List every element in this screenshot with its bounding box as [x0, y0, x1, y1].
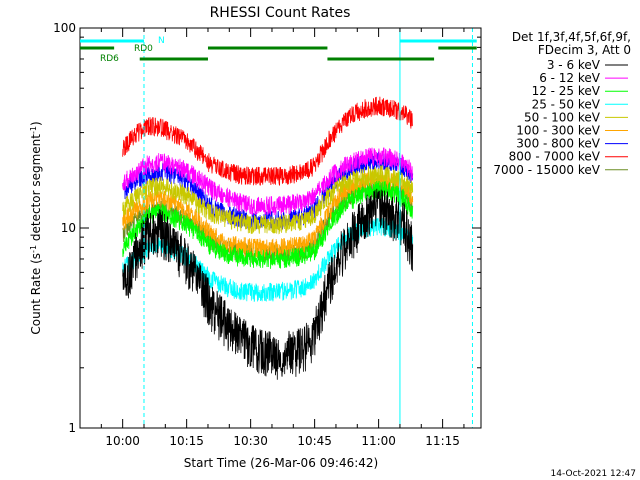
y-axis-label-part: ) — [29, 121, 43, 126]
series-line-50-100-kev — [122, 165, 414, 235]
legend-label-100-300-kev: 100 - 300 keV — [516, 124, 600, 138]
x-tick-label: 11:15 — [425, 434, 460, 448]
footer-timestamp: 14-Oct-2021 12:47 — [551, 469, 636, 479]
y-tick-label: 10 — [61, 221, 76, 235]
legend: Det 1f,3f,4f,5f,6f,9f,FDecim 3, Att 03 -… — [493, 30, 631, 177]
legend-label-800-7000-kev: 800 - 7000 keV — [509, 150, 601, 164]
flag-label-rd6: RD6 — [100, 54, 119, 64]
x-tick-label: 11:00 — [361, 434, 396, 448]
series-line-3-6-kev — [122, 188, 414, 380]
flag-bars: N RD0 RD6 — [80, 36, 477, 64]
x-axis-label: Start Time (26-Mar-06 09:46:42) — [184, 456, 378, 470]
y-axis-label-part: -1 — [29, 126, 38, 134]
y-tick-label: 100 — [53, 21, 76, 35]
y-axis-label-part: detector segment — [29, 134, 43, 245]
x-tick-label: 10:00 — [105, 434, 140, 448]
y-axis-label-part: Count Rate (s — [29, 253, 43, 335]
legend-label-50-100-kev: 50 - 100 keV — [524, 110, 601, 124]
x-tick-label: 10:45 — [297, 434, 332, 448]
axes-layer: 10:00 10:15 10:30 10:45 11:00 11:15 1 10 100 — [53, 21, 481, 448]
legend-label-3-6-kev: 3 - 6 keV — [547, 58, 601, 72]
legend-label-25-50-kev: 25 - 50 keV — [532, 97, 601, 111]
flag-label-rd0: RD0 — [134, 44, 153, 54]
legend-label-300-800-kev: 300 - 800 keV — [516, 137, 600, 151]
chart-title: RHESSI Count Rates — [210, 5, 351, 21]
legend-label-7000-15000-kev: 7000 - 15000 keV — [493, 163, 600, 177]
x-tick-label: 10:15 — [169, 434, 204, 448]
flag-label-n: N — [158, 36, 165, 46]
y-axis-label-part: -1 — [29, 245, 38, 253]
x-tick-label: 10:30 — [233, 434, 268, 448]
series-line-12-25-kev — [122, 180, 414, 269]
y-axis-label: Count Rate (s-1 detector segment-1) — [29, 121, 44, 334]
legend-header-line: Det 1f,3f,4f,5f,6f,9f, — [512, 30, 631, 44]
y-tick-label: 1 — [68, 421, 76, 435]
legend-header-line: FDecim 3, Att 0 — [538, 43, 631, 57]
series-line-800-7000-kev — [122, 96, 414, 186]
legend-label-12-25-kev: 12 - 25 keV — [532, 84, 601, 98]
series-line-6-12-kev — [122, 147, 414, 216]
legend-label-6-12-kev: 6 - 12 keV — [539, 71, 601, 85]
data-layer — [122, 96, 414, 380]
